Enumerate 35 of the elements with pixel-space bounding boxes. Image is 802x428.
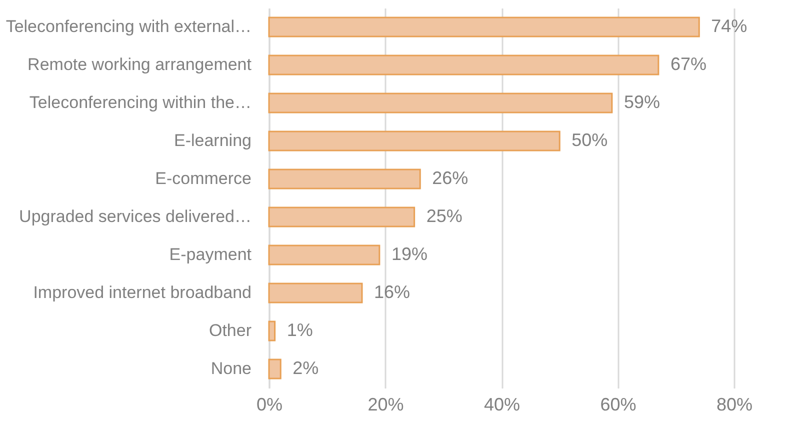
data-label: 16% [374,282,410,302]
bar [268,206,416,228]
bar [268,282,363,304]
data-label: 25% [426,206,462,226]
x-tick-label: 0% [256,394,283,414]
y-tick-label: Remote working arrangement [28,55,252,74]
x-tick-label: 20% [368,394,404,414]
data-label: 1% [286,320,313,340]
bar [268,16,700,38]
y-tick-label: Teleconferencing within the… [29,93,252,112]
bar [268,244,380,266]
y-tick-label: E-payment [169,245,252,264]
x-tick-label: 60% [600,394,636,414]
y-tick-label: None [210,359,252,378]
x-tick-label: 80% [716,394,753,414]
bar [268,320,276,342]
y-tick-label: Other [208,321,252,340]
bar [268,168,421,190]
y-tick-label: Upgraded services delivered… [19,207,252,226]
bar [268,92,613,114]
y-tick-label: E-learning [174,131,252,150]
data-label: 2% [292,358,319,378]
y-tick-label: Improved internet broadband [33,283,252,302]
y-tick-label: E-commerce [155,169,252,188]
data-label: 50% [572,130,608,150]
data-label: 67% [670,54,706,74]
y-tick-label: Teleconferencing with external… [6,17,252,36]
bar [268,54,660,76]
bar [268,130,560,152]
bar [268,358,282,380]
data-label: 59% [624,92,660,112]
data-label: 19% [391,244,428,264]
data-label: 74% [711,16,748,36]
data-label: 26% [432,168,468,188]
x-tick-label: 40% [484,394,520,414]
